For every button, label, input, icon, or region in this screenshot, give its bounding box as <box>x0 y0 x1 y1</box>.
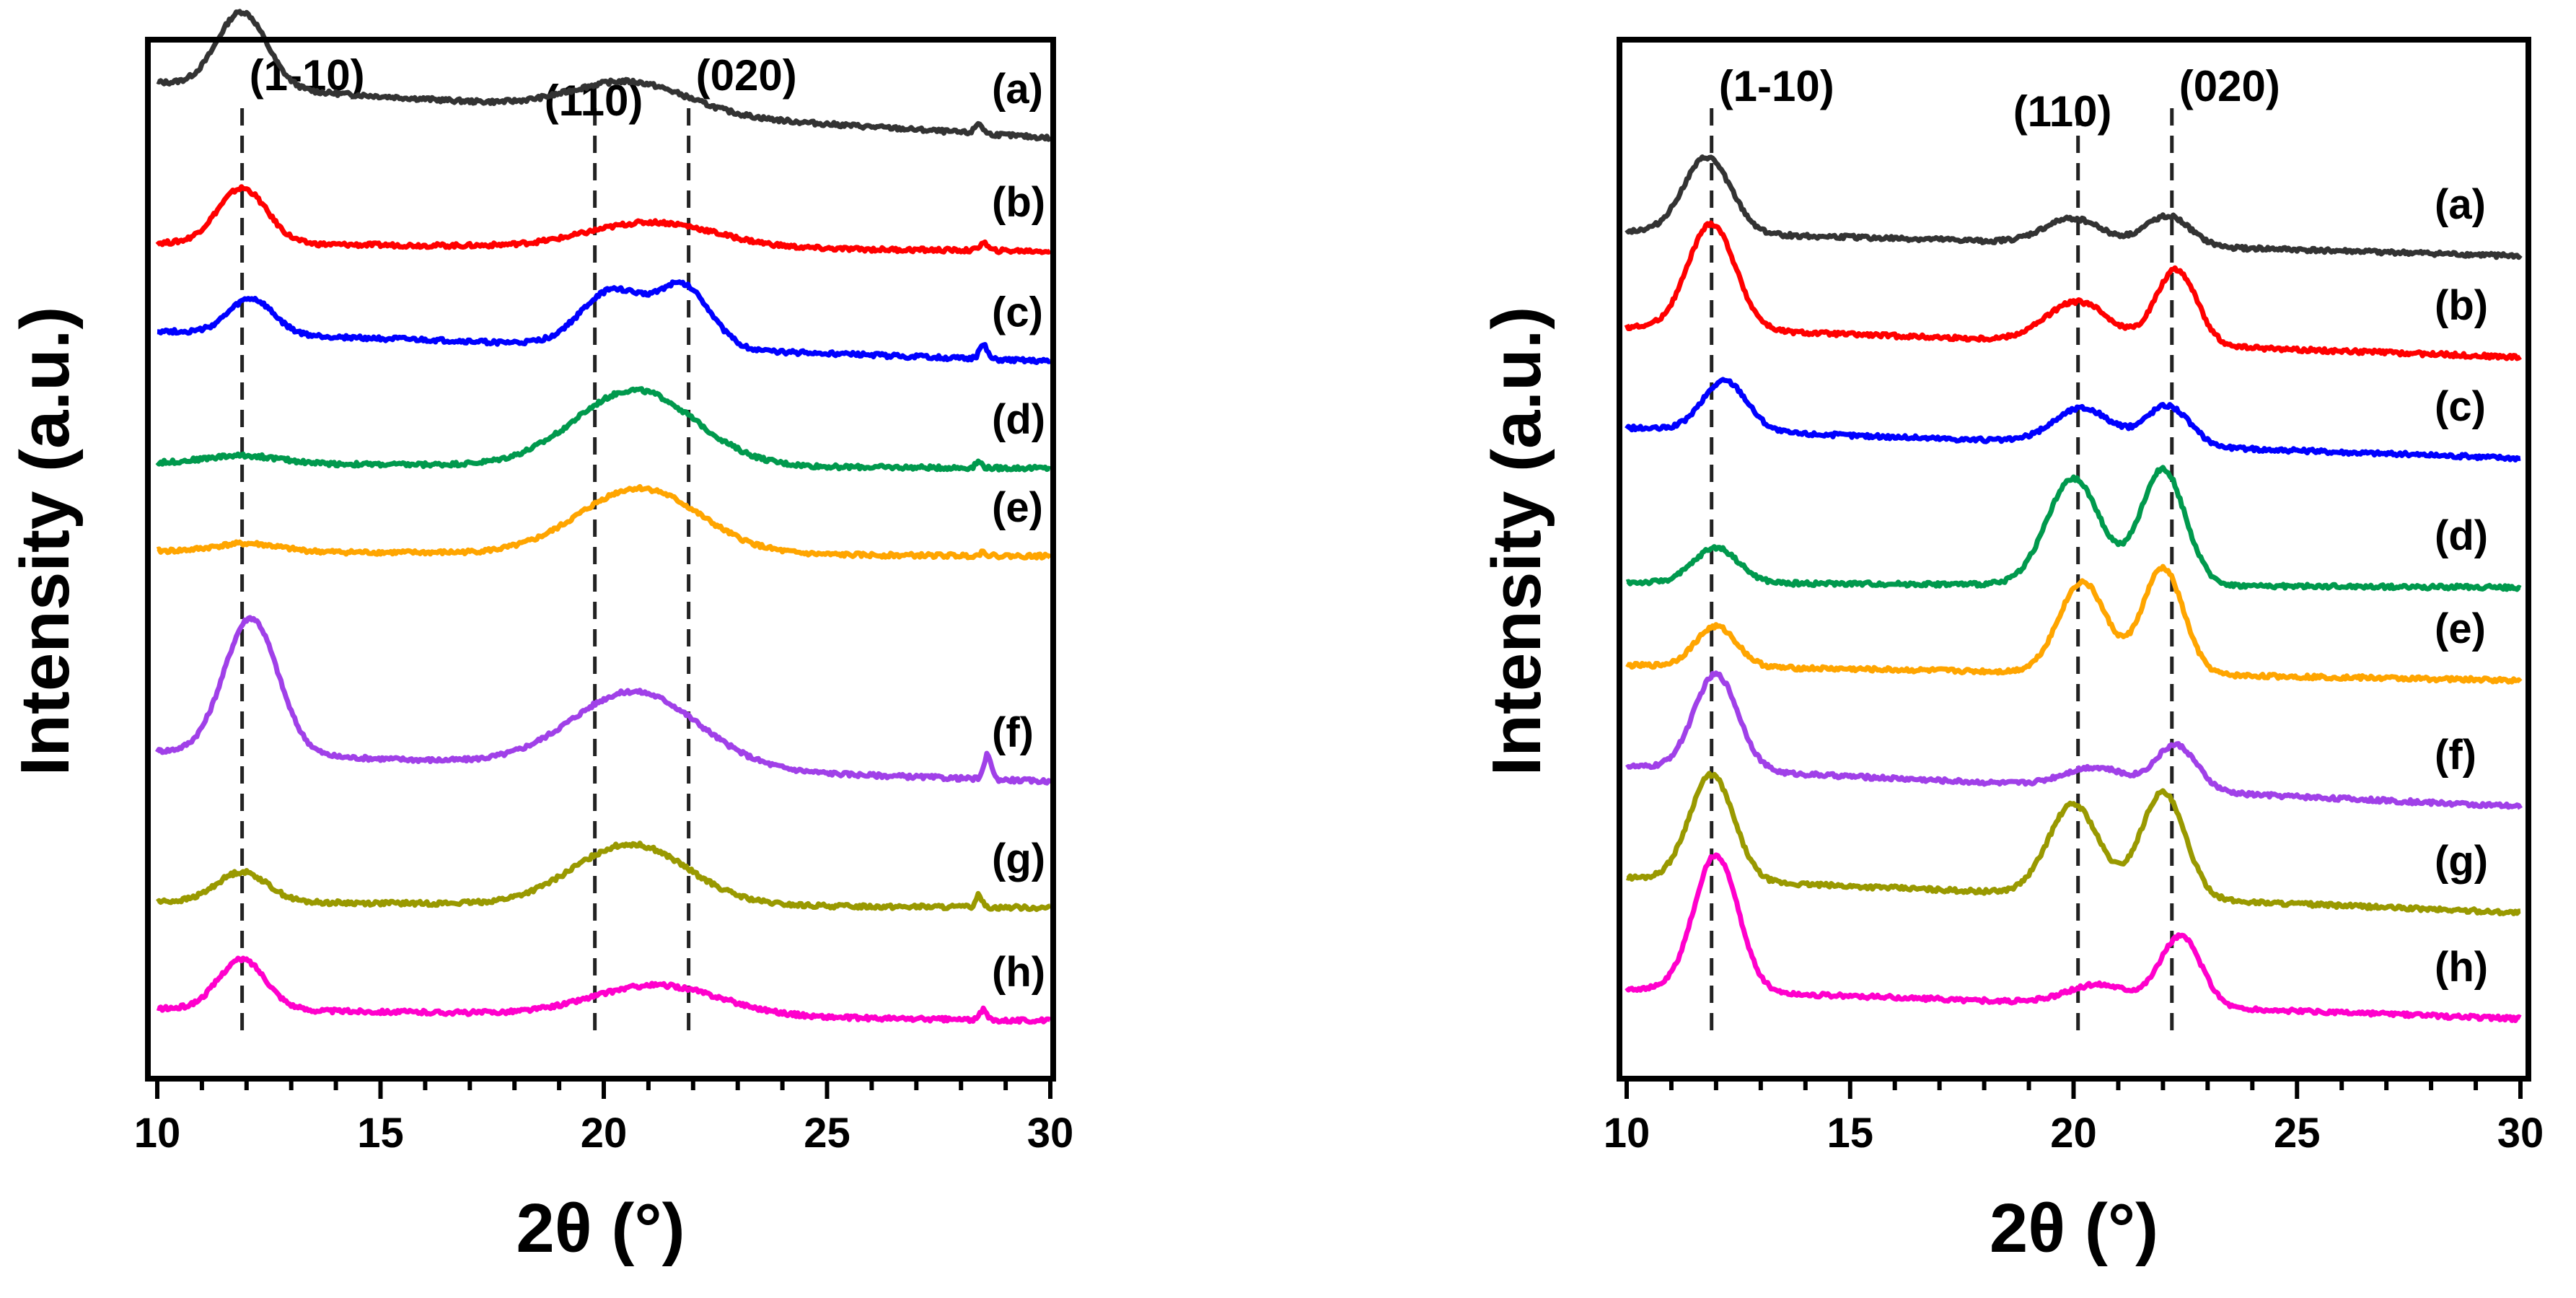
series-line <box>1625 154 2523 260</box>
x-tick-label: 20 <box>2050 1110 2097 1157</box>
series-line <box>1625 852 2522 1023</box>
series-line <box>156 9 1052 142</box>
x-tick-label: 10 <box>134 1110 181 1157</box>
peak-label: (020) <box>696 51 797 100</box>
series-label: (h) <box>2435 944 2488 991</box>
series-line <box>156 483 1052 561</box>
x-tick-label: 30 <box>1027 1110 1074 1157</box>
series-label: (f) <box>2435 732 2476 779</box>
series-label: (a) <box>992 66 1043 113</box>
x-axis-title: 2θ (°) <box>1990 1190 2158 1267</box>
x-tick-label: 30 <box>2497 1110 2544 1157</box>
x-axis-title: 2θ (°) <box>516 1190 685 1267</box>
series-line <box>155 386 1052 473</box>
series-label: (g) <box>2435 838 2488 885</box>
series-line <box>1625 377 2522 462</box>
x-tick-label: 20 <box>581 1110 628 1157</box>
x-tick-label: 15 <box>357 1110 404 1157</box>
peak-label: (020) <box>2179 62 2280 110</box>
series-line <box>154 615 1052 786</box>
series-line <box>156 279 1052 365</box>
series-label: (h) <box>992 949 1045 996</box>
series-label: (c) <box>992 289 1043 336</box>
peak-label: (1-10) <box>1719 62 1834 110</box>
series-line <box>1625 771 2522 916</box>
y-axis-title: Intensity (a.u.) <box>1478 307 1555 776</box>
series-line <box>156 955 1052 1025</box>
series-label: (b) <box>992 179 1045 226</box>
series-label: (e) <box>2435 605 2486 652</box>
y-axis-title: Intensity (a.u.) <box>6 307 84 776</box>
series-label: (a) <box>2435 181 2486 228</box>
series-line <box>156 841 1052 913</box>
x-tick-label: 25 <box>804 1110 850 1157</box>
plot-frame <box>1617 37 2531 1082</box>
series-line <box>1625 465 2522 592</box>
chart-panel-1: (1-10)(110)(020) (a)(b)(c)(d)(e)(f)(g)(h)… <box>6 9 1074 1267</box>
series-label: (d) <box>992 396 1045 443</box>
series-label: (f) <box>992 709 1034 756</box>
plot-frame <box>145 37 1056 1082</box>
series-label: (e) <box>992 484 1043 531</box>
series-label: (g) <box>992 836 1045 882</box>
chart-panel-2: (1-10) (110) (020) (a) (b) (c) (d) (e) (f) (g) (h)… <box>1478 37 2544 1267</box>
peak-label: (110) <box>2013 87 2112 136</box>
series-label: (d) <box>2435 512 2488 559</box>
series-line <box>1625 670 2523 810</box>
series-line <box>1625 564 2523 685</box>
series-line <box>1624 220 2522 361</box>
x-tick-label: 10 <box>1604 1110 1650 1157</box>
series-label: (b) <box>2435 282 2488 329</box>
series-label: (c) <box>2435 383 2486 430</box>
series-line <box>155 184 1052 255</box>
x-tick-label: 15 <box>1827 1110 1873 1157</box>
x-tick-label: 25 <box>2274 1110 2321 1157</box>
